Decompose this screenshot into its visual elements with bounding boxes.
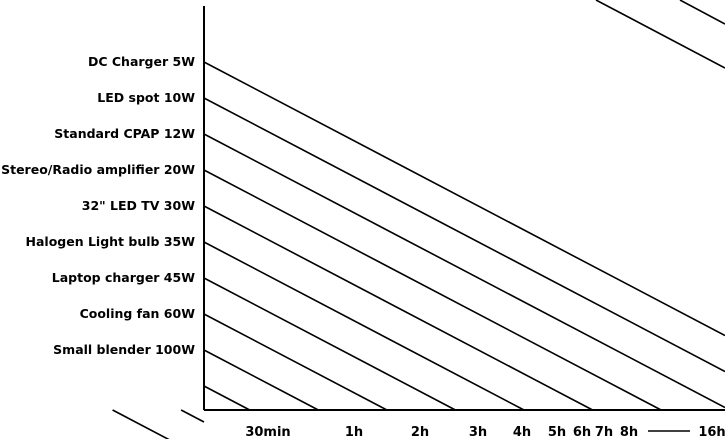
series-label: Halogen Light bulb 35W	[26, 234, 196, 249]
series-label: Stereo/Radio amplifier 20W	[1, 162, 195, 177]
series-line	[203, 313, 388, 411]
series-line-partial	[679, 0, 725, 25]
series-line	[203, 169, 662, 411]
series-label: DC Charger 5W	[88, 54, 195, 69]
x-tick-label: 2h	[411, 425, 429, 439]
series-label: 32" LED TV 30W	[82, 198, 195, 213]
x-tick-label: 16h	[698, 425, 725, 439]
series-line	[203, 241, 525, 411]
x-tick-label: 3h	[469, 425, 487, 439]
series-line-unlabeled	[180, 409, 205, 423]
series-line	[203, 133, 725, 409]
series-line	[203, 97, 725, 373]
x-tick-label: 30min	[245, 425, 290, 439]
series-label: Cooling fan 60W	[80, 306, 196, 321]
x-tick-label: 1h	[345, 425, 363, 439]
axes	[203, 6, 725, 411]
x-tick-labels: 30min 1h 2h 3h 4h 5h 6h 7h 8h 16h	[245, 425, 725, 439]
x-tick-label: 4h	[513, 425, 531, 439]
series-line	[203, 277, 456, 411]
series-line-unlabeled	[112, 409, 170, 439]
series-label: Standard CPAP 12W	[54, 126, 195, 141]
x-tick-label: 8h	[620, 425, 638, 439]
x-tick-label: 5h	[548, 425, 566, 439]
series-label: Small blender 100W	[53, 342, 195, 357]
x-tick-label: 6h	[573, 425, 591, 439]
series-line	[203, 205, 593, 411]
series-line	[203, 61, 725, 337]
x-tick-label: 7h	[595, 425, 613, 439]
series-label: Laptop charger 45W	[52, 270, 195, 285]
series-labels: DC Charger 5W LED spot 10W Standard CPAP 1…	[1, 54, 195, 357]
series-line-partial	[595, 0, 725, 69]
series-line-unlabeled	[203, 385, 251, 411]
series-lines	[112, 0, 725, 439]
series-line	[203, 349, 319, 411]
series-label: LED spot 10W	[97, 90, 195, 105]
